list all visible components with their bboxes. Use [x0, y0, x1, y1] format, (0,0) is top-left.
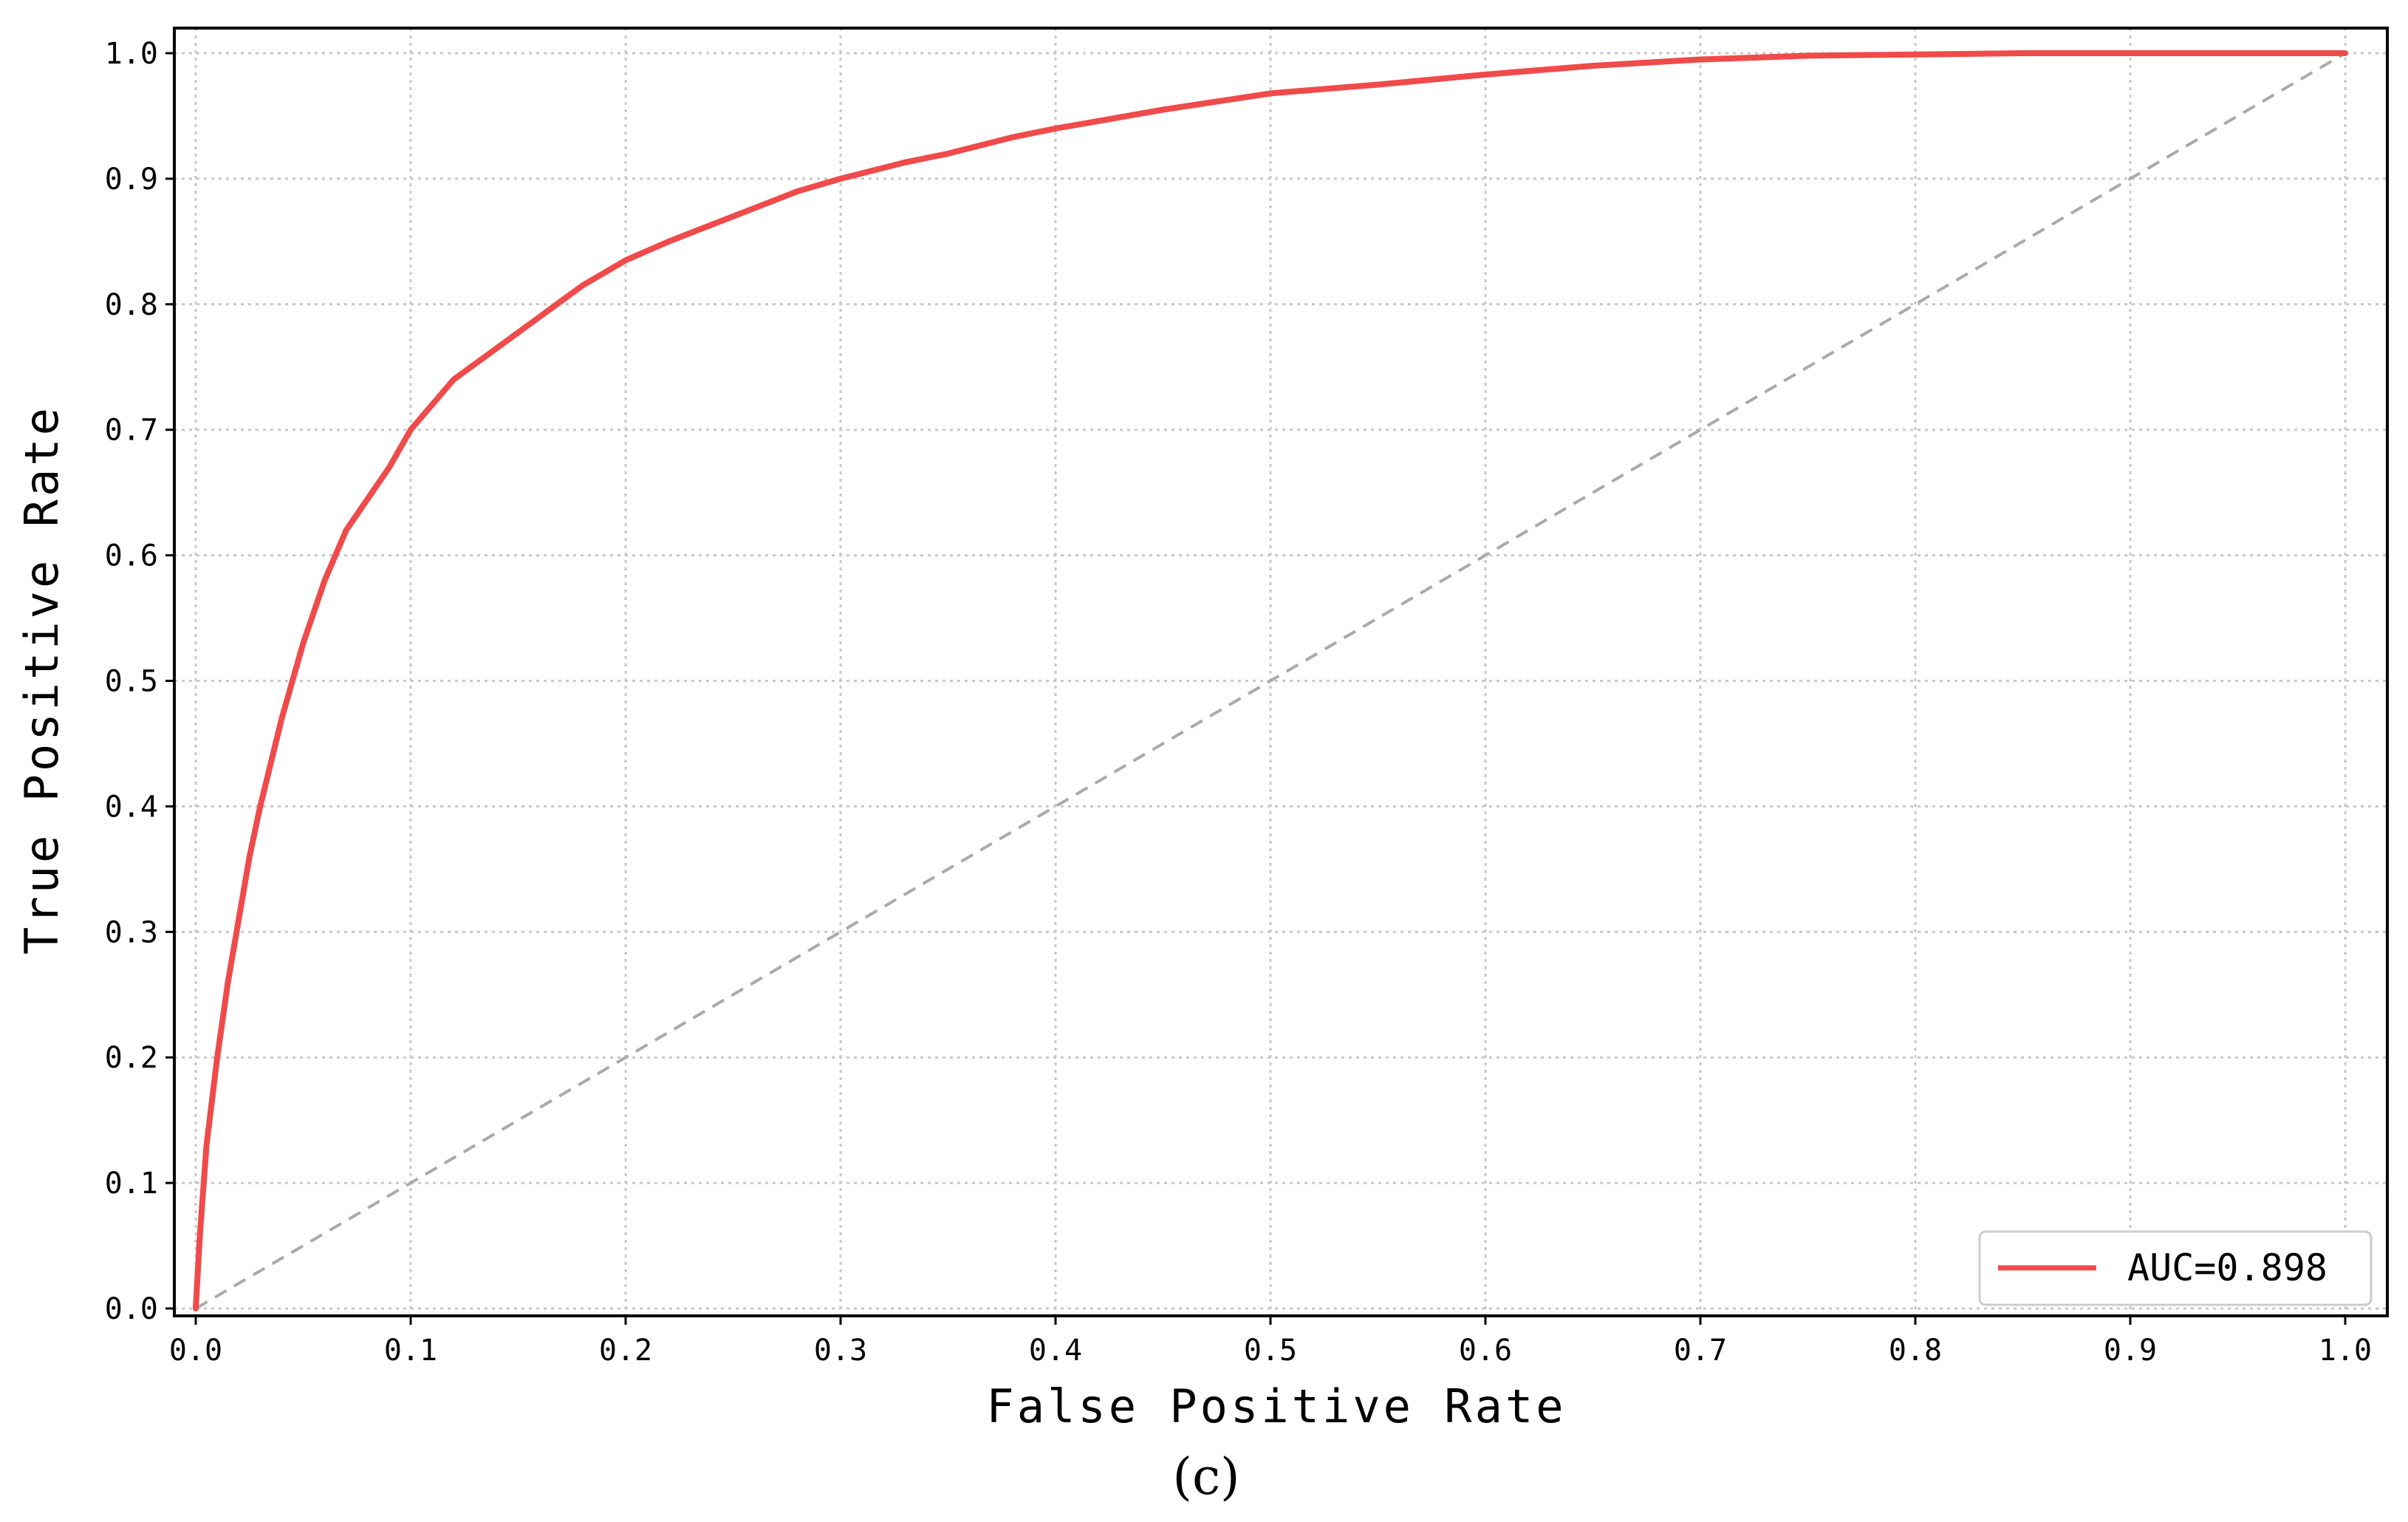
y-tick-label: 0.2: [105, 1041, 158, 1075]
x-tick-label: 0.7: [1674, 1334, 1727, 1368]
y-tick-label: 0.8: [105, 288, 158, 322]
legend-label: AUC=0.898: [2127, 1246, 2327, 1289]
diagonal-reference-line: [194, 52, 2347, 1310]
y-tick-label: 1.0: [105, 37, 158, 71]
y-axis-ticks: 0.0 0.1 0.2 0.3 0.4 0.5 0.6 0.7 0.8 0.9 1.0: [105, 37, 174, 1326]
grid-lines: [174, 28, 2387, 1316]
x-axis-title: False Positive Rate: [986, 1379, 1566, 1433]
x-tick-label: 0.2: [599, 1334, 652, 1368]
x-tick-label: 0.6: [1459, 1334, 1512, 1368]
x-tick-label: 0.1: [384, 1334, 437, 1368]
x-tick-label: 0.9: [2104, 1334, 2157, 1368]
x-tick-label: 1.0: [2319, 1334, 2372, 1368]
x-tick-label: 0.0: [169, 1334, 222, 1368]
x-tick-label: 0.5: [1244, 1334, 1297, 1368]
roc-curve-line: [193, 50, 2348, 1311]
y-tick-label: 0.4: [105, 790, 158, 824]
y-tick-label: 0.1: [105, 1167, 158, 1201]
y-axis-title: True Positive Rate: [15, 405, 69, 955]
y-tick-label: 0.5: [105, 665, 158, 699]
x-tick-label: 0.3: [814, 1334, 867, 1368]
x-tick-label: 0.8: [1889, 1334, 1942, 1368]
y-tick-label: 0.6: [105, 539, 158, 573]
legend: AUC=0.898: [1978, 1230, 2373, 1306]
y-tick-label: 0.3: [105, 915, 158, 949]
y-tick-label: 0.9: [105, 163, 158, 197]
legend-box: [1978, 1230, 2373, 1306]
plot-frame: [173, 27, 2389, 1317]
diagonal-line: [194, 52, 2347, 1310]
y-tick-label: 0.0: [105, 1292, 158, 1326]
x-axis-ticks: 0.0 0.1 0.2 0.3 0.4 0.5 0.6 0.7 0.8 0.9 1.0: [169, 1316, 2372, 1368]
x-tick-label: 0.4: [1029, 1334, 1082, 1368]
roc-curve: [193, 50, 2348, 1311]
figure-caption: (c): [1172, 1448, 1239, 1506]
y-tick-label: 0.7: [105, 414, 158, 448]
